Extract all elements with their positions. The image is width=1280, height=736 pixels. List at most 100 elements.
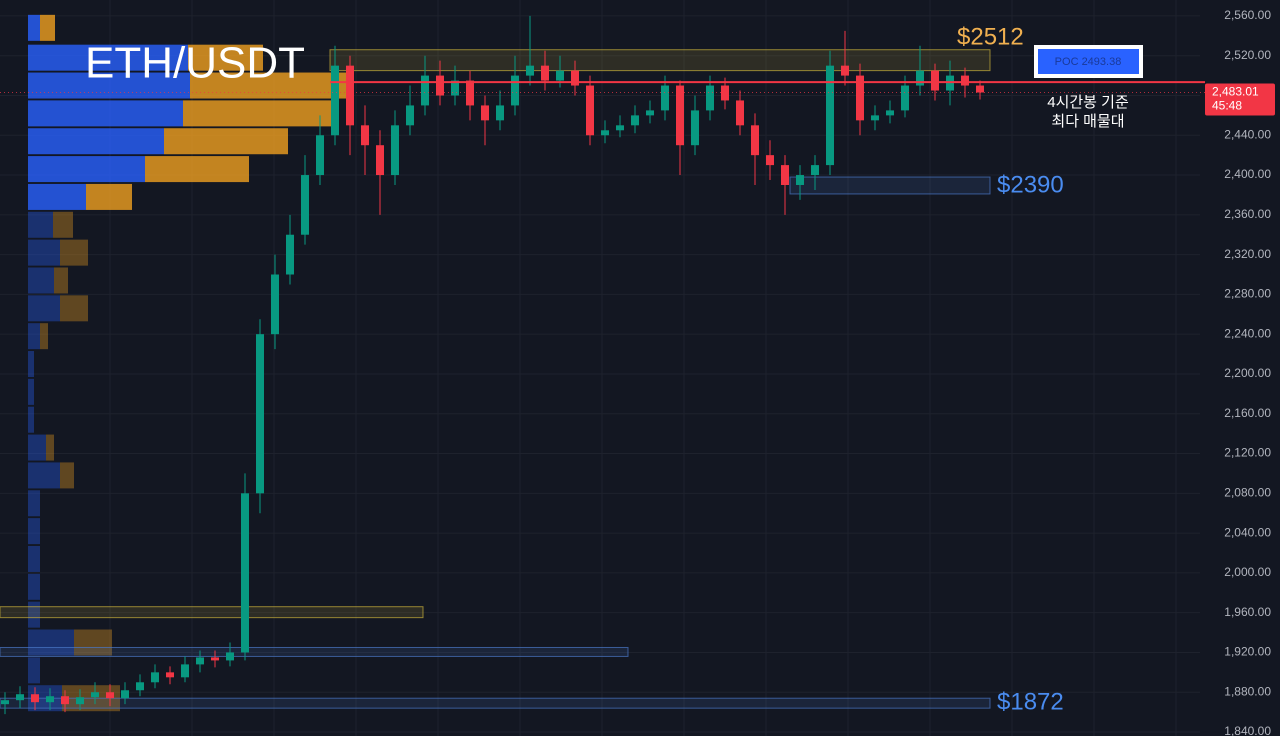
candle-body — [301, 175, 309, 235]
candle-body — [706, 85, 714, 111]
candle-body — [46, 696, 54, 703]
y-tick-label: 2,360.00 — [1224, 207, 1271, 221]
profile-buy — [28, 267, 54, 294]
candle-body — [451, 80, 459, 96]
candle-body — [721, 85, 729, 101]
candle-body — [61, 696, 69, 705]
candle-body — [391, 125, 399, 176]
candle-body — [166, 672, 174, 678]
candle-body — [901, 85, 909, 111]
candle-body — [286, 234, 294, 275]
candle-body — [931, 70, 939, 91]
profile-buy — [28, 518, 40, 545]
profile-buy — [28, 434, 46, 461]
profile-sell — [46, 434, 54, 461]
candle-body — [436, 75, 444, 96]
candle-body — [121, 690, 129, 699]
poc-label: POC 2493.38 — [1055, 56, 1122, 68]
profile-buy — [28, 128, 164, 155]
candle-body — [646, 110, 654, 116]
candle-body — [751, 125, 759, 156]
candle-body — [511, 75, 519, 106]
overlays — [0, 81, 1205, 93]
candle-body — [406, 105, 414, 126]
candle-body — [316, 135, 324, 176]
y-tick-label: 1,880.00 — [1224, 684, 1271, 698]
candle-body — [376, 145, 384, 176]
y-tick-label: 2,280.00 — [1224, 287, 1271, 301]
profile-buy — [28, 351, 34, 378]
y-tick-label: 2,120.00 — [1224, 446, 1271, 460]
candle-body — [346, 65, 354, 126]
candle-body — [856, 75, 864, 121]
candle-body — [766, 155, 774, 166]
candle-body — [256, 334, 264, 494]
volume-profile — [28, 14, 352, 712]
candle-body — [226, 652, 234, 661]
level-label: $2512 — [957, 23, 1024, 50]
candle-body — [916, 70, 924, 86]
y-tick-label: 2,520.00 — [1224, 48, 1271, 62]
candle-body — [181, 664, 189, 678]
profile-buy — [28, 295, 60, 322]
candle-body — [526, 65, 534, 76]
price-zone — [0, 646, 629, 657]
candle-body — [331, 65, 339, 136]
candle-body — [361, 125, 369, 146]
candle-body — [466, 80, 474, 106]
candle-body — [541, 65, 549, 81]
profile-sell — [60, 462, 74, 489]
candle-body — [76, 697, 84, 705]
candle-body — [586, 85, 594, 136]
profile-buy — [28, 545, 40, 572]
y-tick-label: 2,200.00 — [1224, 366, 1271, 380]
candle-body — [841, 65, 849, 76]
y-tick-label: 2,400.00 — [1224, 167, 1271, 181]
candle-body — [571, 70, 579, 86]
last-price-box — [1205, 83, 1275, 116]
price-zone — [329, 49, 991, 72]
candle-body — [796, 175, 804, 185]
candle-body — [661, 85, 669, 111]
profile-buy — [28, 629, 74, 656]
profile-sell — [145, 156, 249, 183]
candle-body — [196, 657, 204, 665]
profile-buy — [28, 406, 34, 433]
profile-sell — [60, 295, 88, 322]
candle-body — [616, 125, 624, 131]
profile-buy — [28, 462, 60, 489]
candle-body — [676, 85, 684, 146]
candle-body — [496, 105, 504, 121]
y-tick-label: 2,320.00 — [1224, 247, 1271, 261]
profile-buy — [28, 44, 188, 71]
candle-body — [976, 85, 984, 93]
candle-body — [886, 110, 894, 116]
profile-sell — [60, 239, 88, 266]
candle-body — [1, 700, 9, 705]
profile-buy — [28, 378, 34, 405]
candles — [1, 15, 984, 715]
candle-body — [961, 75, 969, 86]
candle-body — [211, 657, 219, 661]
candle-body — [556, 70, 564, 81]
y-tick-label: 2,240.00 — [1224, 326, 1271, 340]
level-label: $2390 — [997, 171, 1064, 198]
poc-note: 최다 매물대 — [1051, 113, 1124, 130]
candle-body — [736, 100, 744, 126]
y-tick-label: 2,160.00 — [1224, 406, 1271, 420]
candle-body — [601, 130, 609, 136]
candle-body — [826, 65, 834, 166]
profile-sell — [74, 629, 112, 656]
profile-buy — [28, 156, 145, 183]
profile-buy — [28, 100, 183, 127]
last-price-label: 2,483.01 — [1212, 85, 1259, 99]
profile-sell — [54, 267, 68, 294]
y-tick-label: 1,960.00 — [1224, 605, 1271, 619]
chart-title: ETH/USDT — [85, 39, 305, 88]
y-tick-label: 2,000.00 — [1224, 565, 1271, 579]
y-tick-label: 2,560.00 — [1224, 8, 1271, 22]
profile-sell — [40, 323, 48, 350]
profile-sell — [183, 100, 331, 127]
profile-buy — [28, 490, 40, 517]
